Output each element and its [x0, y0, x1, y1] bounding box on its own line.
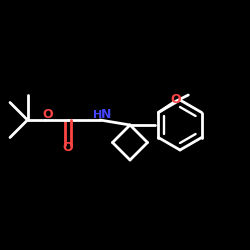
Text: O: O [42, 108, 53, 122]
Text: H: H [93, 110, 102, 120]
Text: O: O [170, 94, 181, 106]
Text: N: N [101, 108, 112, 122]
Text: O: O [62, 141, 73, 154]
